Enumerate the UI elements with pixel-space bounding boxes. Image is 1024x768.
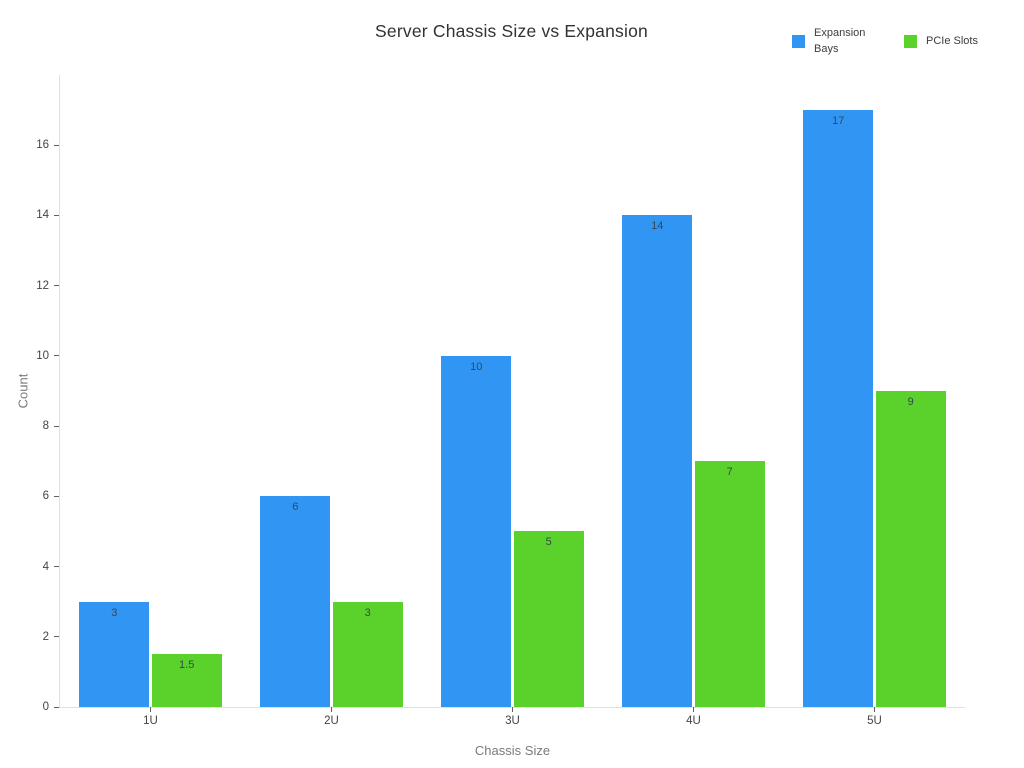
bar-value-label: 7: [726, 466, 733, 479]
x-tick-label: 2U: [324, 715, 339, 727]
bar-pcie-slots-2u: 3: [331, 601, 404, 707]
bar-pcie-slots-4u: 7: [693, 461, 766, 707]
legend: Expansion Bays PCIe Slots: [792, 26, 978, 58]
bar-pcie-slots-3u: 5: [512, 531, 585, 707]
bar-expansion-bays-5u: 17: [802, 110, 875, 707]
x-tick-label: 4U: [686, 715, 701, 727]
x-tick-mark: [150, 707, 151, 712]
y-tick-mark: [54, 214, 59, 216]
x-tick-mark: [512, 707, 513, 712]
legend-label: PCIe Slots: [926, 34, 978, 47]
y-tick-mark: [54, 495, 59, 497]
bar-pcie-slots-5u: 9: [874, 391, 947, 707]
legend-swatch-icon: [904, 35, 917, 49]
y-tick-label: 14: [36, 209, 49, 222]
y-tick-mark: [54, 355, 59, 357]
legend-item-pcie-slots[interactable]: PCIe Slots: [904, 34, 978, 50]
bar-value-label: 6: [292, 501, 299, 514]
bar-value-label: 14: [651, 220, 664, 233]
y-tick-mark: [54, 706, 59, 708]
x-tick-mark: [331, 707, 332, 712]
legend-swatch-icon: [792, 35, 805, 49]
x-tick-label: 1U: [143, 715, 158, 727]
y-axis-title: Count: [15, 373, 31, 409]
bar-expansion-bays-4u: 14: [621, 215, 694, 707]
x-tick-mark: [693, 707, 694, 712]
bar-value-label: 9: [907, 396, 914, 408]
bar-pcie-slots-1u: 1.5: [150, 654, 223, 707]
bar-value-label: 5: [545, 536, 552, 549]
plot-area: Count Chassis Size 0 2 4 6 8 10 12 14 16 1U 3 1.5 2U…: [16, 75, 965, 758]
y-tick-label: 8: [42, 420, 49, 433]
bar-value-label: 1.5: [179, 659, 195, 672]
y-tick-label: 0: [42, 701, 49, 713]
x-tick-label: 3U: [505, 715, 520, 727]
chart-title: Server Chassis Size vs Expansion: [375, 21, 648, 41]
bar-value-label: 10: [470, 360, 483, 373]
x-tick-mark: [874, 707, 875, 712]
bar-expansion-bays-1u: 3: [78, 601, 151, 707]
y-tick-mark: [54, 636, 59, 638]
legend-label: Expansion Bays: [814, 27, 866, 55]
x-tick-label: 5U: [867, 715, 882, 727]
y-tick-mark: [54, 285, 59, 287]
y-tick-label: 2: [42, 630, 49, 643]
y-tick-mark: [54, 566, 59, 568]
bar-value-label: 17: [832, 115, 845, 128]
y-tick-label: 12: [36, 279, 49, 292]
legend-item-expansion-bays[interactable]: Expansion Bays: [792, 26, 876, 58]
bar-expansion-bays-3u: 10: [440, 355, 513, 707]
y-tick-mark: [54, 144, 59, 146]
bar-value-label: 3: [364, 606, 371, 619]
bar-expansion-bays-2u: 6: [259, 496, 332, 707]
y-tick-label: 16: [36, 139, 49, 152]
y-tick-label: 10: [36, 349, 49, 362]
x-axis-title: Chassis Size: [474, 743, 551, 758]
bar-value-label: 3: [111, 606, 118, 619]
y-tick-label: 6: [42, 490, 49, 503]
y-tick-mark: [54, 425, 59, 427]
y-tick-label: 4: [42, 560, 49, 573]
